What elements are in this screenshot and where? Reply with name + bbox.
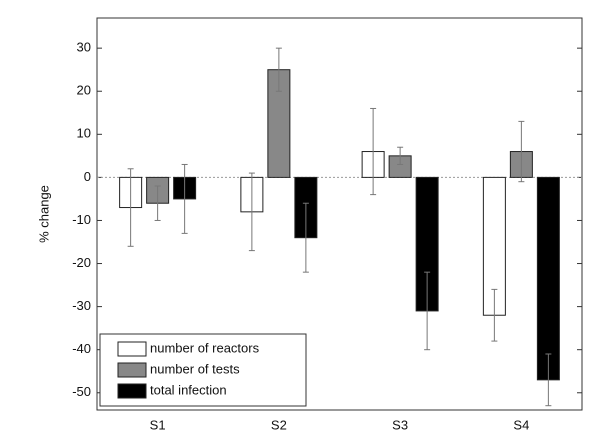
error-bar	[275, 47, 282, 92]
legend-swatch	[117, 362, 147, 378]
error-bar	[397, 146, 404, 165]
error-bar	[181, 163, 188, 234]
error-bar	[545, 353, 552, 407]
legend-label: number of reactors	[150, 340, 260, 355]
error-bar	[518, 120, 525, 183]
y-tick-label: 20	[77, 83, 91, 98]
legend-swatch	[117, 383, 147, 399]
y-tick-label: -10	[72, 212, 91, 227]
y-axis-label: % change	[36, 185, 51, 243]
x-tick-label: S2	[271, 417, 287, 432]
error-bar	[248, 172, 255, 252]
y-tick-label: -40	[72, 341, 91, 356]
x-tick-label: S1	[150, 417, 166, 432]
y-tick-label: 30	[77, 40, 91, 55]
y-tick-label: -50	[72, 384, 91, 399]
legend-label: number of tests	[150, 361, 240, 376]
error-bar	[154, 185, 161, 221]
y-tick-label: 0	[84, 169, 91, 184]
y-tick-label: 10	[77, 126, 91, 141]
error-bar	[302, 202, 309, 273]
error-bar	[370, 107, 377, 196]
legend-label: total infection	[150, 382, 227, 397]
legend-swatch	[117, 341, 147, 357]
error-bar	[424, 271, 431, 351]
error-bar	[491, 288, 498, 342]
x-tick-label: S4	[513, 417, 529, 432]
y-tick-label: -20	[72, 255, 91, 270]
error-bar	[127, 168, 134, 247]
y-tick-label: -30	[72, 298, 91, 313]
x-tick-label: S3	[392, 417, 408, 432]
bar	[536, 176, 560, 381]
